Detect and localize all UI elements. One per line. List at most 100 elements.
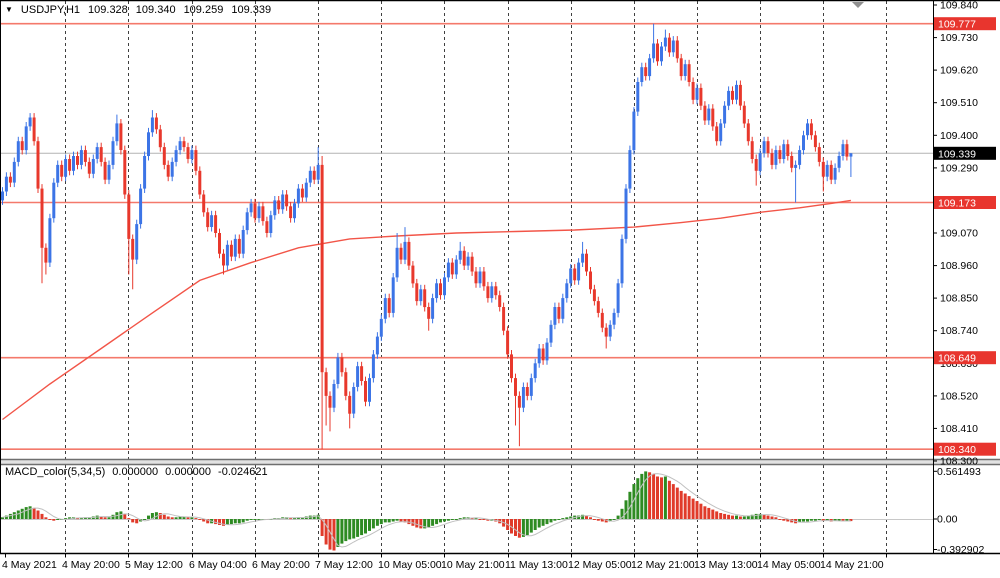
chart-shift-marker[interactable] — [852, 2, 864, 8]
candle — [4, 176, 8, 192]
candle — [636, 82, 640, 112]
candle — [324, 372, 328, 396]
candle — [391, 277, 395, 313]
candle — [87, 161, 91, 174]
macd-bar — [486, 519, 490, 521]
candle — [723, 105, 727, 124]
macd-bar — [253, 519, 257, 520]
candle — [336, 357, 340, 384]
candle — [498, 295, 502, 307]
symbol-menu-arrow[interactable]: ▼ — [5, 5, 13, 14]
price-tick-label: 108.850 — [940, 293, 978, 305]
price-tick-label: 108.410 — [940, 423, 978, 435]
macd-bar — [798, 519, 802, 523]
macd-bar — [592, 519, 596, 520]
ohlc-open: 109.328 — [88, 4, 128, 16]
candle — [364, 381, 367, 402]
candle — [675, 40, 679, 59]
candle — [494, 286, 498, 296]
macd-bar — [147, 515, 150, 519]
candle — [802, 135, 805, 151]
macd-bar — [667, 480, 671, 520]
macd-bar — [652, 473, 656, 519]
candle — [44, 247, 48, 263]
candle — [210, 215, 214, 227]
pane-splitter[interactable] — [0, 459, 1000, 465]
candle — [166, 164, 170, 177]
candle — [395, 247, 399, 278]
candle — [711, 108, 715, 127]
main-chart-pane[interactable] — [0, 1, 933, 459]
candle — [446, 262, 450, 278]
candle — [249, 203, 253, 213]
time-label: 10 May 05:00 — [378, 559, 442, 571]
macd-bar — [813, 519, 817, 521]
macd-bar — [119, 511, 123, 519]
candle — [600, 312, 604, 328]
candle — [841, 144, 845, 156]
candle — [616, 283, 620, 313]
candle — [178, 141, 182, 151]
candle — [40, 188, 44, 248]
macd-bar — [324, 519, 328, 545]
time-label: 6 May 04:00 — [189, 559, 247, 571]
candle — [454, 259, 458, 275]
candle — [541, 348, 545, 361]
macd-bar — [545, 519, 549, 525]
macd-tick-label: -0.392902 — [937, 544, 984, 556]
macd-bar — [766, 515, 770, 519]
macd-bar — [849, 519, 853, 522]
candle — [695, 87, 699, 100]
candle — [813, 135, 817, 148]
candle — [758, 153, 762, 171]
candle — [652, 43, 656, 59]
candle — [525, 387, 529, 396]
macd-bar — [628, 491, 632, 519]
macd-bar — [454, 519, 458, 520]
macd-bar — [289, 518, 293, 520]
macd-bar — [699, 503, 703, 519]
candle — [612, 312, 616, 325]
ohlc-close: 109.339 — [231, 4, 272, 16]
price-tick-label: 109.730 — [940, 32, 978, 44]
level-price-box — [934, 351, 996, 365]
level-price-box — [934, 196, 996, 209]
macd-bar — [435, 519, 439, 525]
macd-bar — [99, 516, 103, 519]
macd-bar — [514, 519, 517, 536]
candle — [517, 395, 521, 408]
candle — [837, 156, 841, 168]
macd-bar — [778, 519, 782, 520]
macd-bar — [68, 517, 72, 519]
macd-pane[interactable] — [0, 465, 933, 554]
macd-bar — [439, 519, 442, 523]
candle — [170, 161, 174, 177]
candle — [667, 37, 671, 53]
candle — [269, 215, 273, 233]
candle — [569, 268, 573, 284]
price-tick-label: 108.740 — [940, 325, 978, 337]
macd-bar — [257, 519, 261, 520]
macd-bar — [44, 517, 48, 519]
macd-bar — [687, 496, 691, 519]
candle — [738, 84, 742, 106]
macd-bar — [352, 519, 356, 539]
candle — [514, 378, 517, 396]
moving-average-line — [2, 199, 852, 421]
macd-bar — [806, 519, 809, 522]
candle — [470, 256, 474, 272]
time-label: 6 May 20:00 — [252, 559, 310, 571]
price-tick-label: 108.520 — [940, 390, 978, 402]
macd-bar — [28, 506, 32, 520]
macd-bar — [83, 517, 87, 519]
macd-bar — [474, 518, 478, 520]
candle — [237, 238, 241, 254]
candle — [565, 283, 569, 299]
macd-bar — [616, 515, 620, 519]
current-price-label: 109.339 — [938, 148, 976, 160]
price-tick-label: 109.840 — [940, 0, 978, 12]
candle — [277, 200, 281, 210]
candle — [411, 265, 415, 284]
time-label: 5 May 12:00 — [125, 559, 183, 571]
